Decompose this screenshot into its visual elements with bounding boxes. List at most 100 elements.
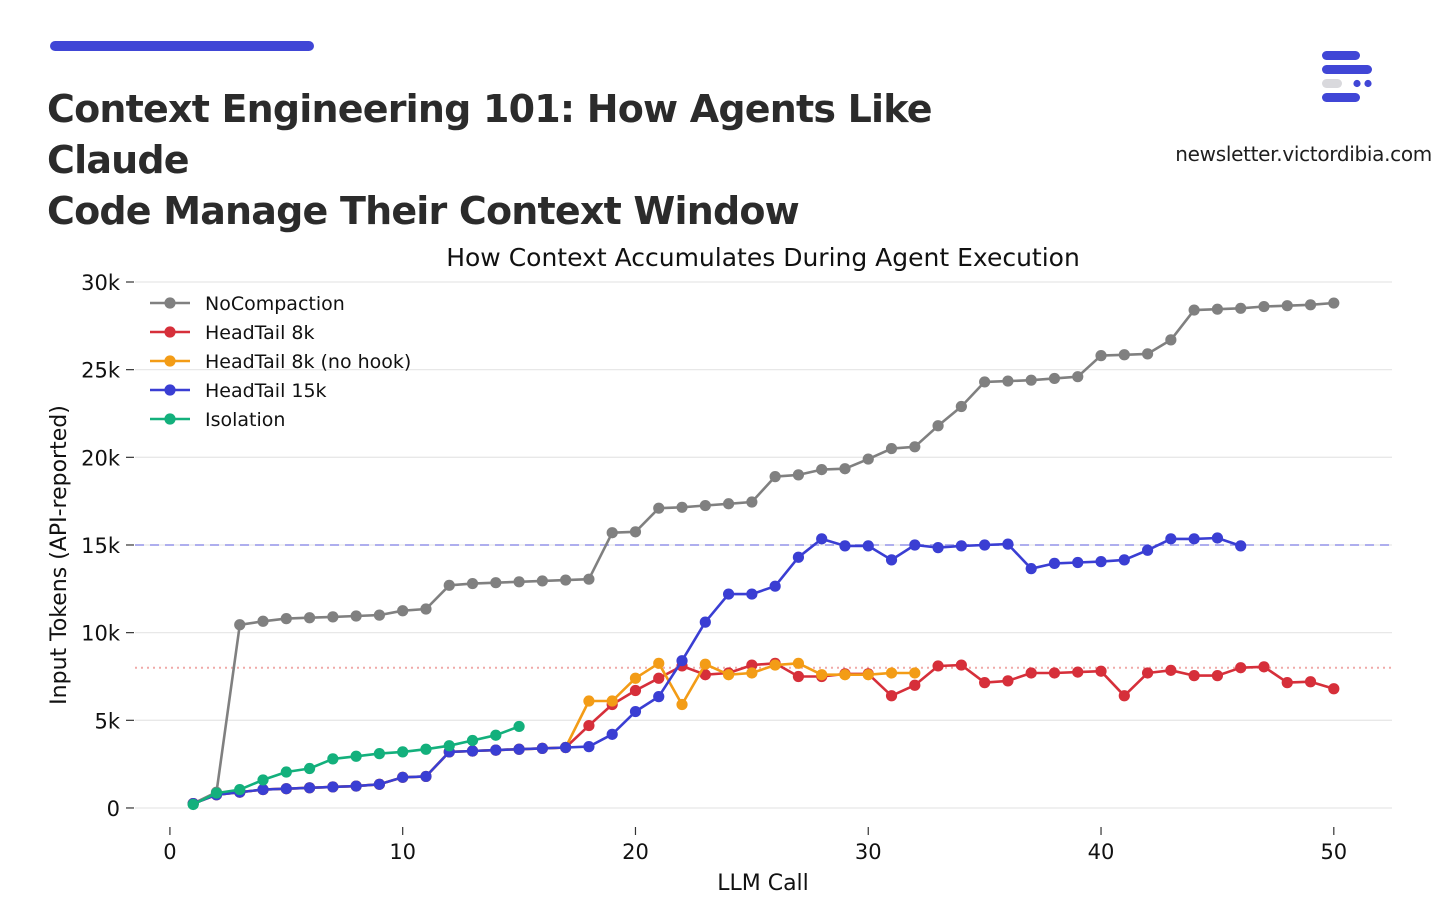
data-point [1188, 533, 1200, 545]
data-point [676, 501, 688, 513]
data-point [303, 782, 316, 794]
data-point [536, 575, 548, 587]
data-point [1002, 675, 1014, 687]
data-point [979, 677, 991, 689]
page-title-line1: Context Engineering 101: How Agents Like… [47, 87, 932, 182]
legend-swatch-marker [164, 326, 176, 338]
data-point [955, 659, 967, 671]
data-point [885, 554, 898, 566]
site-url[interactable]: newsletter.victordibia.com [1175, 142, 1432, 166]
data-point [606, 728, 618, 740]
x-tick-label: 10 [389, 840, 416, 864]
data-point [629, 526, 642, 538]
data-point [955, 540, 967, 552]
data-point [792, 469, 805, 481]
data-point [1118, 690, 1130, 702]
data-point [769, 471, 781, 483]
data-point [1141, 667, 1154, 679]
data-point [699, 616, 711, 628]
data-point [653, 691, 665, 703]
data-point [1304, 299, 1317, 311]
data-point [327, 611, 339, 623]
newsletter-logo-icon [1322, 51, 1372, 102]
data-point [932, 420, 944, 432]
data-point [676, 655, 688, 667]
data-point [979, 539, 991, 551]
data-point [397, 771, 409, 783]
data-point [1281, 677, 1293, 689]
data-point [606, 695, 618, 707]
data-point [466, 734, 479, 747]
data-point [932, 660, 944, 672]
y-tick-label: 5k [94, 709, 120, 733]
data-point [327, 781, 339, 793]
data-point [373, 748, 386, 760]
data-point [1025, 667, 1037, 679]
data-point [397, 605, 409, 617]
data-point [885, 690, 898, 702]
data-point [699, 658, 711, 670]
data-point [676, 698, 688, 711]
legend-label: Isolation [205, 409, 285, 431]
series-nocompaction [187, 297, 1340, 810]
data-point [583, 695, 595, 707]
data-point [490, 744, 502, 756]
data-point [1211, 303, 1224, 315]
x-tick-label: 30 [855, 840, 882, 864]
data-point [932, 542, 944, 554]
data-point [1211, 670, 1224, 682]
data-point [1258, 661, 1270, 673]
data-point [280, 766, 292, 778]
data-point [466, 577, 479, 590]
data-point [699, 669, 711, 681]
data-point [792, 670, 805, 683]
data-point [583, 741, 595, 753]
data-point [1072, 371, 1084, 383]
data-point [420, 770, 432, 783]
series-isolation [187, 720, 525, 811]
data-point [1141, 544, 1154, 556]
data-point [909, 667, 921, 679]
legend-label: HeadTail 8k [205, 322, 314, 344]
data-point [1048, 667, 1061, 679]
y-tick-label: 0 [107, 797, 120, 821]
data-point [769, 659, 781, 671]
data-point [909, 441, 921, 453]
series-line [192, 301, 1334, 805]
y-tick-label: 25k [81, 359, 121, 383]
data-point [513, 576, 525, 588]
data-point [722, 588, 735, 600]
data-point [1281, 300, 1293, 312]
data-point [629, 684, 642, 697]
y-axis-label: Input Tokens (API-reported) [47, 405, 72, 705]
data-point [1072, 556, 1084, 569]
data-point [955, 400, 967, 413]
data-point [1165, 533, 1177, 545]
data-point [1304, 676, 1317, 688]
data-point [1235, 662, 1247, 674]
legend-swatch-marker [164, 413, 176, 425]
series-line [192, 661, 915, 805]
accent-bar [50, 41, 314, 51]
axes: 0 5k 10k 15k 20k 25k 30k 0 10 20 30 40 50 [81, 271, 1347, 864]
data-point [792, 551, 805, 563]
data-point [1118, 554, 1130, 566]
data-point [1048, 372, 1061, 385]
data-point [1258, 300, 1270, 313]
data-point [653, 657, 665, 669]
data-point [722, 498, 735, 510]
data-point [1095, 665, 1107, 677]
legend-label: HeadTail 8k (no hook) [205, 351, 411, 373]
legend-swatch-marker [164, 297, 176, 309]
page-title: Context Engineering 101: How Agents Like… [47, 84, 1047, 237]
data-point [1025, 563, 1037, 575]
data-point [303, 762, 316, 775]
data-point [746, 588, 758, 600]
data-point [1188, 304, 1200, 316]
data-point [885, 442, 898, 455]
data-point [816, 669, 828, 681]
data-point [1002, 538, 1014, 550]
data-point [839, 540, 851, 552]
chart-title: How Context Accumulates During Agent Exe… [446, 243, 1080, 272]
